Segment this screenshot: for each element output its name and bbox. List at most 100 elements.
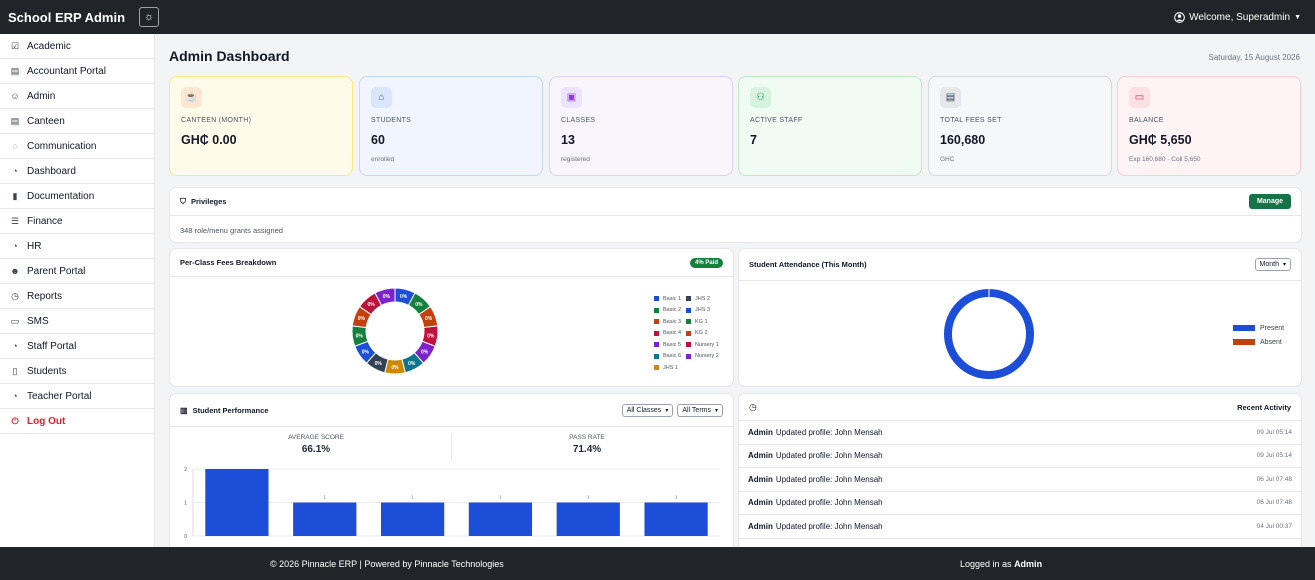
fees-slice-label: 0% — [358, 316, 366, 322]
stat-sub: enrolled — [371, 156, 395, 163]
sidebar-item-label: Accountant Portal — [27, 65, 106, 77]
sidebar: ☑ Academic ▤ Accountant Portal ☺ Admin ▤ Can… — [0, 34, 155, 547]
fees-legend-item[interactable]: Nursery 1 — [686, 339, 719, 351]
class-filter-value: All Classes — [626, 406, 662, 414]
stat-value: GH₵ 5,650 — [1129, 133, 1192, 147]
fees-legend-item[interactable]: Basic 2 — [654, 305, 681, 317]
user-menu[interactable]: Welcome, Superadmin ▼ — [1174, 12, 1301, 23]
y-tick-label: 0 — [184, 534, 187, 540]
chevron-down-icon: ▾ — [1282, 262, 1286, 268]
fees-legend-item[interactable]: JHS 1 — [654, 362, 681, 374]
legend-label: Basic 2 — [663, 307, 682, 314]
fees-legend: Basic 1 Basic 2 Basic 3 Basic 4 Basic 5 Basic… — [654, 293, 733, 378]
sliders-icon: ☰ — [10, 215, 20, 226]
fees-legend-item[interactable]: Basic 1 — [654, 293, 681, 305]
performance-bar[interactable] — [644, 502, 708, 537]
attendance-slice-present[interactable] — [944, 289, 1034, 379]
period-select[interactable]: Month ▾ — [1254, 258, 1291, 271]
current-date: Saturday, 15 August 2026 — [1208, 53, 1300, 62]
theme-toggle-button[interactable]: ☼ — [139, 7, 160, 27]
fees-donut-chart: 0% 0% 0% 0% 0% 0% 0% 0% 0% 0% 0% 0% 0% — [351, 287, 439, 375]
sidebar-item-students[interactable]: ▯ Students — [0, 359, 154, 384]
caret-down-icon: ▼ — [1294, 13, 1301, 21]
footer: © 2026 Pinnacle ERP | Powered by Pinnacl… — [0, 547, 1315, 580]
fees-slice-12[interactable] — [374, 287, 396, 306]
fees-legend-item[interactable]: Nursery 2 — [686, 351, 719, 363]
sidebar-item-logout[interactable]: ⏻ Log Out — [0, 409, 154, 434]
sidebar-item-hr[interactable]: ◔ HR — [0, 234, 154, 259]
footer-copyright: © 2026 Pinnacle ERP | Powered by Pinnacl… — [270, 559, 504, 569]
fees-legend-item[interactable]: KG 2 — [686, 328, 719, 340]
fees-slice-label: 0% — [400, 294, 408, 300]
speedometer-icon: ◔ — [12, 166, 18, 176]
chevron-down-icon: ▾ — [665, 407, 669, 414]
fees-breakdown-header: Per-Class Fees Breakdown 4% Paid — [170, 249, 733, 277]
chevron-down-icon: ▾ — [714, 407, 718, 414]
privileges-text: 348 role/menu grants assigned — [180, 226, 283, 235]
stat-label: TOTAL FEES SET — [940, 117, 1002, 124]
fees-legend-item[interactable]: KG 1 — [686, 316, 719, 328]
sidebar-item-reports[interactable]: ◷ Reports — [0, 284, 154, 309]
sidebar-item-documentation[interactable]: ▮ Documentation — [0, 184, 154, 209]
performance-bar[interactable] — [205, 469, 269, 536]
sidebar-item-admin[interactable]: ☺ Admin — [0, 84, 154, 109]
sidebar-item-staff-portal[interactable]: ◔ Staff Portal — [0, 334, 154, 359]
term-filter-select[interactable]: All Terms ▾ — [677, 403, 723, 417]
clock-icon: ◷ — [11, 290, 19, 301]
chat-icon: ▭ — [10, 315, 20, 326]
graduation-cap-icon: ⌂ — [371, 87, 392, 108]
legend-swatch — [686, 319, 691, 325]
stat-card-students: ⌂ STUDENTS 60 enrolled — [359, 76, 543, 176]
fees-legend-item[interactable]: Basic 6 — [654, 351, 681, 363]
performance-bar-chart: 012211111 — [184, 467, 720, 540]
sidebar-item-academic[interactable]: ☑ Academic — [0, 34, 154, 59]
stat-label: STUDENTS — [371, 117, 412, 124]
performance-title: Student Performance — [192, 405, 269, 415]
performance-bar[interactable] — [380, 502, 445, 537]
fees-breakdown-card: Per-Class Fees Breakdown 4% Paid 0% 0% 0% 0… — [169, 248, 734, 387]
fees-legend-item[interactable]: JHS 3 — [686, 305, 719, 317]
legend-swatch — [654, 307, 659, 313]
legend-swatch — [1233, 325, 1255, 331]
logout-label: Log Out — [27, 415, 66, 427]
sidebar-item-teacher-portal[interactable]: ◔ Teacher Portal — [0, 384, 154, 409]
manage-button[interactable]: Manage — [1248, 194, 1291, 209]
cup-icon: ☕ — [181, 87, 202, 108]
speedometer-icon: ◔ — [12, 241, 18, 251]
sidebar-item-canteen[interactable]: ▤ Canteen — [0, 109, 154, 134]
activity-text: Updated profile: John Mensah — [775, 498, 883, 508]
legend-swatch — [654, 319, 659, 325]
sidebar-item-sms[interactable]: ▭ SMS — [0, 309, 154, 334]
app-brand[interactable]: School ERP Admin — [8, 9, 126, 25]
attendance-card: Student Attendance (This Month) Month ▾ … — [738, 248, 1302, 387]
sidebar-item-dashboard[interactable]: ◔ Dashboard — [0, 159, 154, 184]
people-icon: ⚇ — [750, 87, 771, 108]
activity-time: 06 Jul 07:48 — [1256, 475, 1292, 483]
class-filter-select[interactable]: All Classes ▾ — [621, 403, 674, 417]
bar-value-label: 1 — [587, 495, 590, 500]
attendance-legend-item[interactable]: Absent — [1233, 335, 1284, 349]
legend-label: Basic 6 — [663, 353, 682, 360]
attendance-header: Student Attendance (This Month) Month ▾ — [739, 249, 1301, 281]
fees-legend-item[interactable]: Basic 5 — [654, 339, 681, 351]
performance-bar[interactable] — [293, 502, 357, 537]
fees-legend-item[interactable]: JHS 2 — [686, 293, 719, 305]
sidebar-item-finance[interactable]: ☰ Finance — [0, 209, 154, 234]
sidebar-item-communication[interactable]: ◌ Communication — [0, 134, 154, 159]
y-tick-label: 2 — [184, 467, 187, 473]
performance-bar[interactable] — [468, 502, 533, 537]
sidebar-item-accountant-portal[interactable]: ▤ Accountant Portal — [0, 59, 154, 84]
sidebar-item-label: Academic — [27, 40, 71, 52]
attendance-legend-item[interactable]: Present — [1233, 321, 1284, 335]
fees-legend-item[interactable]: Basic 3 — [654, 316, 681, 328]
student-performance-card: ▥ Student Performance All Classes ▾ All … — [169, 393, 734, 547]
legend-label: Basic 3 — [663, 318, 682, 325]
legend-label: Present — [1260, 324, 1285, 332]
sidebar-item-label: Students — [27, 365, 67, 377]
performance-bar[interactable] — [556, 502, 620, 537]
speedometer-icon: ◔ — [12, 341, 18, 351]
fees-legend-item[interactable]: Basic 4 — [654, 328, 681, 340]
attendance-donut-chart — [944, 289, 1034, 379]
shield-icon: ⛉ — [180, 196, 186, 206]
sidebar-item-parent-portal[interactable]: ☻ Parent Portal — [0, 259, 154, 284]
